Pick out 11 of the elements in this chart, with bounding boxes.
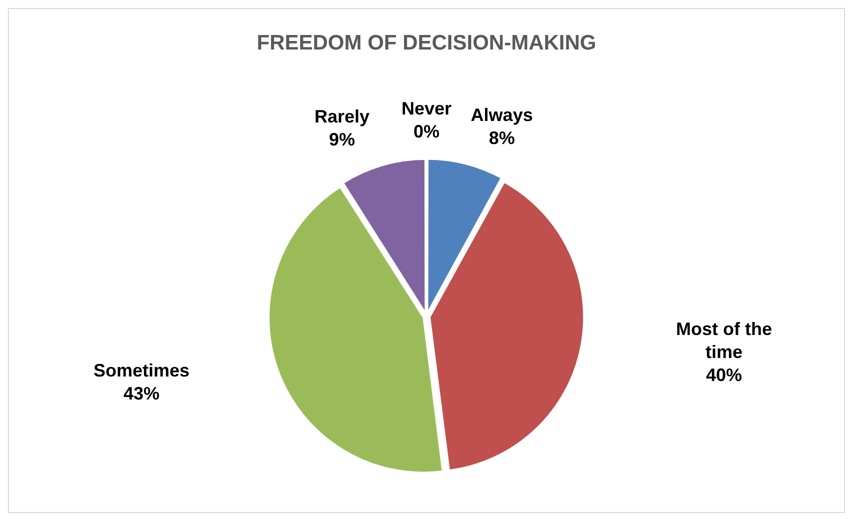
text: 0% bbox=[413, 122, 440, 142]
data-label: 9% bbox=[328, 129, 356, 150]
chart-title: FREEDOM OF DECISION-MAKING bbox=[256, 31, 596, 54]
slice-label: Most of the time bbox=[676, 319, 772, 362]
category-label: Never bbox=[401, 98, 452, 119]
slice-label: Sometimes bbox=[94, 360, 190, 380]
data-label: 43% bbox=[124, 383, 160, 404]
data-label: 8% bbox=[488, 128, 515, 148]
data-label: 40% bbox=[706, 365, 742, 386]
slice-label: Rarely bbox=[314, 106, 370, 126]
slice-label: Always bbox=[470, 104, 533, 125]
